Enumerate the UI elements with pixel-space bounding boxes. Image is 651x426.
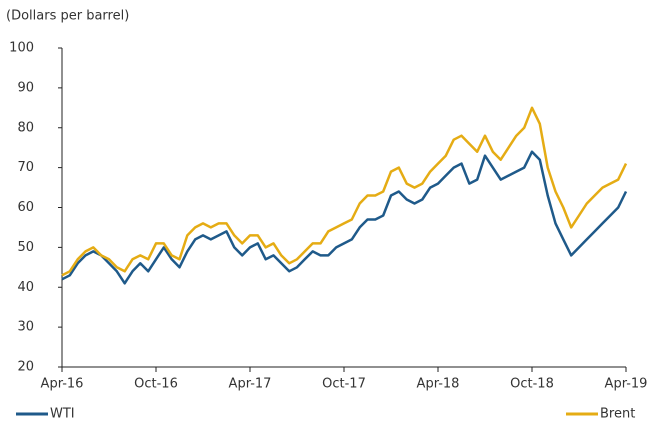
series-line — [61, 150, 628, 285]
y-axis-label: (Dollars per barrel) — [6, 9, 129, 24]
y-tick-label: 30 — [17, 320, 34, 335]
x-tick-label: Apr-16 — [41, 377, 84, 392]
y-tick-label: 100 — [9, 41, 34, 56]
x-tick-label: Oct-17 — [322, 377, 366, 392]
x-tick-label: Apr-18 — [417, 377, 460, 392]
x-tick-label: Oct-16 — [134, 377, 178, 392]
x-tick-label: Oct-18 — [510, 377, 554, 392]
y-tick-label: 60 — [17, 200, 34, 215]
y-tick-label: 70 — [17, 160, 34, 175]
x-tick-label: Apr-17 — [229, 377, 272, 392]
y-tick-label: 20 — [17, 360, 34, 375]
y-tick-label: 50 — [17, 240, 34, 255]
x-tick-label: Apr-19 — [605, 377, 648, 392]
y-tick-label: 80 — [17, 120, 34, 135]
y-tick-label: 40 — [17, 280, 34, 295]
legend-label: Brent — [600, 407, 635, 422]
y-tick-label: 90 — [17, 80, 34, 95]
series-line — [61, 106, 628, 277]
legend-label: WTI — [50, 407, 75, 422]
